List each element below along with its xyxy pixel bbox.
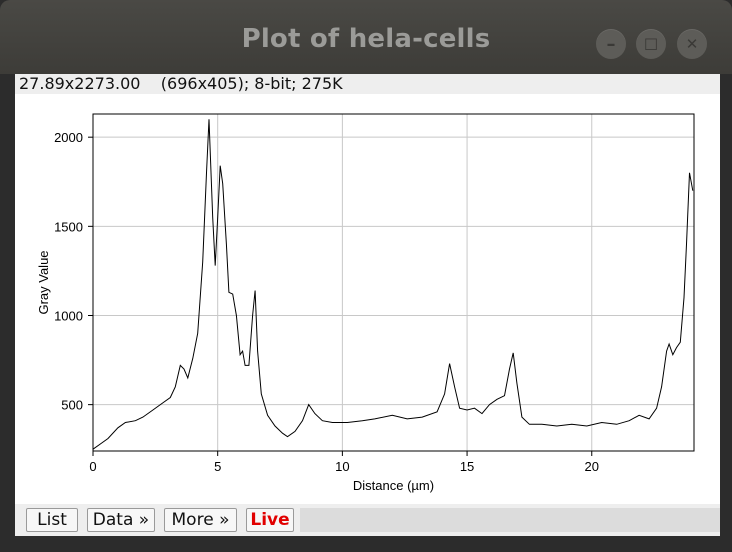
plot-area[interactable]: 0 5 10 15 20 500 1000 1500 2000 Distance (µm) Gr…: [15, 94, 720, 504]
profile-chart[interactable]: 0 5 10 15 20 500 1000 1500 2000 Distance (µm) Gr…: [15, 94, 720, 504]
data-button[interactable]: Data »: [87, 508, 155, 532]
image-info: (696x405); 8-bit; 275K: [160, 74, 343, 93]
maximize-button[interactable]: ☐: [636, 29, 666, 59]
button-bar: List Data » More » Live: [15, 504, 720, 536]
minimize-icon: –: [606, 33, 616, 55]
x-tick-label: 5: [214, 459, 221, 474]
x-tick-label: 0: [89, 459, 96, 474]
close-icon: ✕: [685, 35, 699, 53]
grid-lines: [93, 114, 694, 451]
minimize-button[interactable]: –: [596, 29, 626, 59]
more-button[interactable]: More »: [164, 508, 237, 532]
y-tick-label: 1000: [54, 308, 83, 323]
button-bar-filler: [300, 508, 720, 532]
y-tick-label: 2000: [54, 130, 83, 145]
axis-ticks: [88, 136, 593, 456]
x-tick-label: 10: [335, 459, 349, 474]
info-bar: 27.89x2273.00 (696x405); 8-bit; 275K: [15, 74, 720, 94]
cursor-readout: 27.89x2273.00: [19, 74, 141, 93]
title-bar[interactable]: Plot of hela-cells – ☐ ✕: [0, 0, 732, 74]
x-tick-label: 15: [460, 459, 474, 474]
x-tick-label: 20: [585, 459, 599, 474]
y-axis-label: Gray Value: [36, 250, 51, 314]
tick-labels: 0 5 10 15 20 500 1000 1500 2000: [54, 130, 599, 474]
window-title: Plot of hela-cells: [241, 24, 491, 54]
close-button[interactable]: ✕: [677, 29, 707, 59]
plot-frame: [92, 113, 695, 452]
maximize-icon: ☐: [643, 34, 659, 54]
live-button[interactable]: Live: [246, 508, 294, 532]
y-tick-label: 1500: [54, 219, 83, 234]
x-axis-label: Distance (µm): [353, 478, 434, 493]
list-button[interactable]: List: [26, 508, 78, 532]
y-tick-label: 500: [61, 398, 83, 413]
series-line: [92, 119, 694, 450]
